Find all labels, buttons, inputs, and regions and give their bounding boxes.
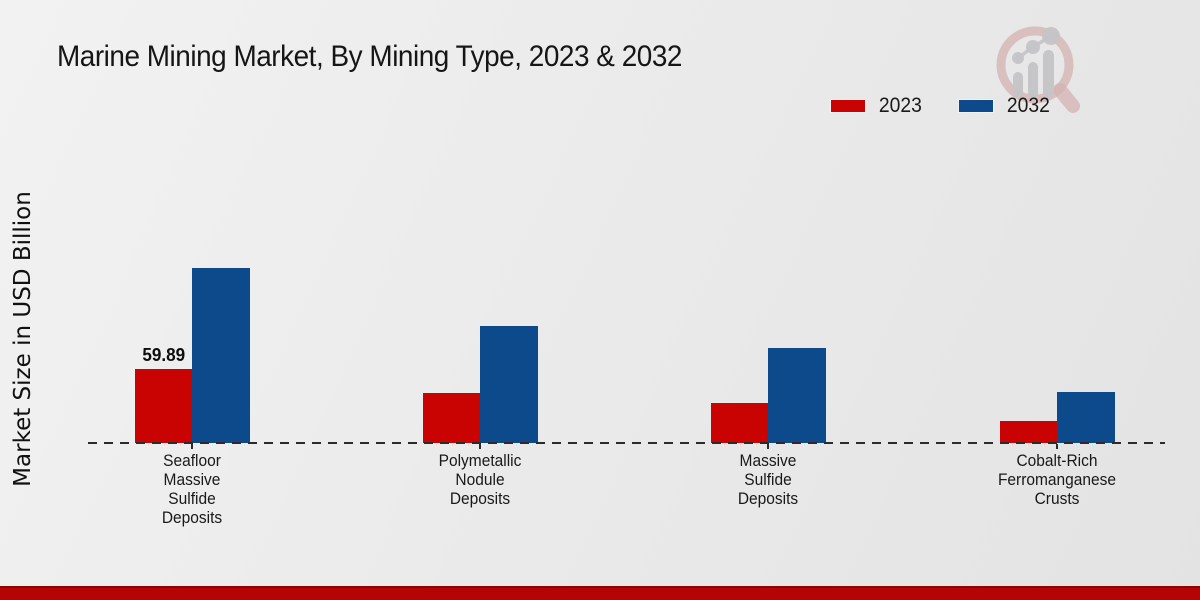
category-label: Polymetallic Nodule Deposits — [438, 452, 522, 508]
category-label: Massive Sulfide Deposits — [737, 452, 799, 508]
bar-2023-2 — [422, 393, 480, 443]
chart-title: Marine Mining Market, By Mining Type, 20… — [57, 40, 682, 73]
category-label: Seafloor Massive Sulfide Deposits — [161, 452, 223, 527]
x-axis-tick — [191, 444, 193, 449]
x-axis-tick — [479, 444, 481, 449]
legend-label-2023: 2023 — [878, 94, 922, 117]
bar-2032-1 — [192, 268, 250, 443]
bar-value-label: 59.89 — [141, 345, 185, 365]
x-axis-tick — [767, 444, 769, 449]
legend-swatch-2023 — [830, 100, 865, 112]
bar-2032-4 — [1057, 392, 1115, 443]
bar-2023-4 — [999, 421, 1057, 443]
legend-item-2032: 2032 — [959, 94, 1052, 118]
x-axis-baseline — [88, 442, 1165, 444]
legend-item-2023: 2023 — [830, 94, 924, 118]
bar-2023-1 — [134, 369, 192, 443]
legend-label-2032: 2032 — [1007, 94, 1051, 117]
footer-stripe — [0, 586, 1200, 600]
x-axis-tick — [1056, 444, 1058, 449]
bar-2032-3 — [768, 348, 826, 443]
category-label: Cobalt-Rich Ferromanganese Crusts — [997, 452, 1117, 508]
legend: 2023 2032 — [830, 94, 1052, 118]
magnifier-bar-chart-logo-icon — [996, 26, 1080, 113]
legend-swatch-2032 — [959, 100, 994, 112]
bar-2032-2 — [480, 326, 538, 443]
bar-2023-3 — [710, 403, 768, 443]
